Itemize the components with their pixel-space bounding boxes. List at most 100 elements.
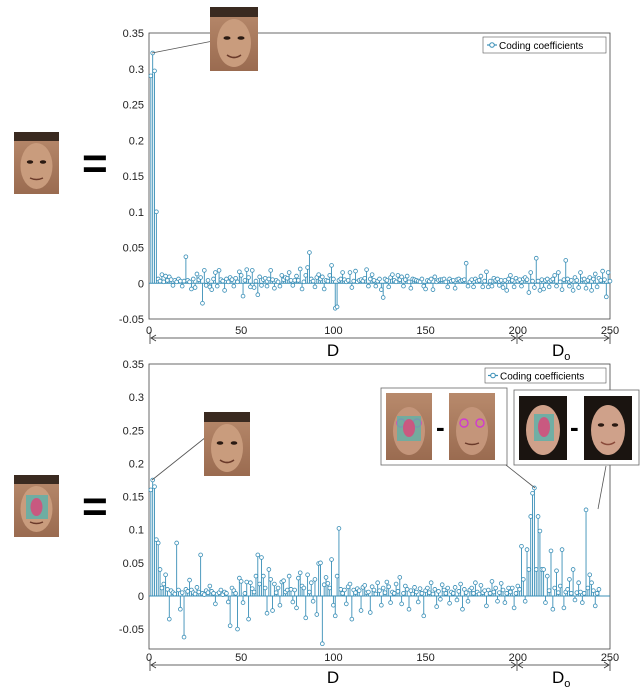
stem-marker [159, 585, 165, 591]
face-difference-callout: - [380, 387, 536, 489]
stem-marker [541, 286, 546, 292]
stem-marker [205, 590, 211, 595]
stem-marker [386, 284, 392, 290]
stem-marker [460, 606, 465, 612]
stem-marker [598, 278, 604, 283]
stem-marker [288, 587, 294, 592]
stem-marker [421, 613, 427, 619]
stem-marker [524, 547, 530, 552]
stem-marker [438, 596, 443, 602]
stem-marker [255, 292, 261, 297]
stem-marker [506, 276, 511, 282]
stem-marker [345, 278, 351, 283]
stem-marker [238, 273, 244, 278]
bottom-dictionary-do-label: Do [552, 668, 570, 687]
stem-marker [401, 283, 406, 289]
stem-marker [478, 273, 484, 279]
stem-marker [235, 626, 240, 632]
face-photo-icon [14, 132, 59, 194]
stem-marker [419, 276, 425, 282]
y-tick-label: -0.05 [119, 624, 144, 636]
stem-marker [537, 528, 543, 534]
stem-marker [331, 602, 336, 608]
x-tick-label: 100 [324, 325, 342, 337]
stem-marker [480, 284, 486, 290]
stem-marker [161, 581, 167, 587]
stem-marker [163, 572, 168, 578]
stem-marker [604, 294, 609, 300]
bottom-tick-labels: 0 50 100 150 200 250 -0.05 0 0.05 0.1 0.15 0.2 0.25 0… [119, 359, 619, 664]
stem-marker [338, 276, 344, 282]
stem-marker [366, 589, 371, 595]
stem-marker [292, 587, 297, 593]
stem-marker [559, 547, 565, 552]
stem-marker [303, 615, 309, 621]
stem-marker [380, 585, 386, 591]
top-equals-sign: = [82, 139, 108, 188]
stem-marker [568, 591, 574, 596]
stem-marker [316, 272, 321, 277]
stem-marker [504, 591, 510, 596]
stem-marker [557, 583, 563, 589]
stem-marker [327, 585, 333, 591]
stem-marker [395, 273, 401, 278]
stem-marker [262, 275, 268, 281]
stem-marker [159, 272, 165, 277]
stem-marker [290, 283, 296, 288]
stem-marker [227, 623, 233, 629]
stem-marker [200, 300, 205, 306]
occluded-face-photo-icon [519, 396, 567, 460]
stem-marker [428, 580, 434, 586]
stem-marker [530, 278, 535, 284]
stem-marker [194, 585, 200, 590]
stem-marker [546, 284, 552, 290]
stem-marker [266, 276, 272, 282]
stem-marker [452, 585, 458, 590]
stem-marker [592, 271, 598, 277]
bottom-legend-marker [490, 372, 496, 379]
stem-marker [545, 573, 550, 579]
stem-marker [563, 258, 569, 263]
stem-marker [362, 275, 368, 281]
bottom-equals-sign: = [82, 482, 108, 531]
y-tick-label: 0.05 [123, 558, 144, 570]
stem-marker [224, 591, 229, 596]
stem-marker [178, 606, 183, 612]
stem-marker [179, 590, 185, 595]
stem-marker [362, 583, 368, 588]
stem-marker [426, 590, 432, 595]
stem-marker [203, 283, 209, 288]
stem-marker [251, 589, 257, 595]
stem-marker [592, 603, 598, 609]
stem-marker [550, 606, 556, 612]
stem-marker [504, 288, 510, 293]
stem-marker [519, 543, 524, 549]
stem-marker [353, 268, 358, 274]
stem-marker [231, 283, 237, 289]
bottom-legend-box [484, 367, 607, 384]
stem-marker [373, 283, 379, 289]
stem-marker [284, 587, 290, 593]
stem-marker [168, 277, 174, 282]
x-tick-label: 250 [601, 652, 619, 664]
stem-marker [255, 552, 261, 558]
stem-marker [296, 575, 301, 581]
stem-marker [246, 275, 251, 280]
stem-marker [320, 274, 325, 280]
stem-marker [484, 269, 489, 275]
stem-marker [403, 277, 408, 282]
stem-marker [321, 582, 327, 588]
stem-marker [587, 572, 593, 578]
stem-marker [517, 587, 522, 592]
stem-marker [580, 600, 585, 605]
stem-marker [543, 600, 548, 605]
stem-marker [587, 275, 593, 280]
stem-marker [181, 634, 187, 640]
stem-marker [596, 587, 602, 592]
stem-marker [432, 274, 438, 280]
stem-marker [305, 572, 310, 578]
stem-marker [279, 273, 285, 278]
stem-marker [419, 591, 425, 596]
stem-marker [152, 68, 157, 74]
stem-marker [272, 581, 277, 587]
